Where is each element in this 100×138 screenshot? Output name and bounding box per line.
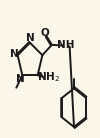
Text: NH: NH [57, 40, 75, 50]
Text: N: N [26, 33, 34, 43]
Text: O: O [40, 28, 49, 38]
Text: N: N [10, 49, 18, 59]
Text: NH$_2$: NH$_2$ [37, 70, 60, 84]
Text: N: N [16, 75, 24, 84]
